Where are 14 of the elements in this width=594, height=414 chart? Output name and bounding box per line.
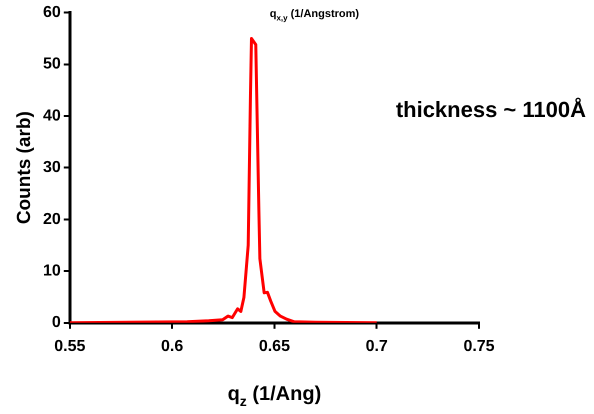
- y-tick-label: 10: [43, 262, 61, 280]
- y-tick-label: 0: [52, 314, 61, 332]
- x-tick-label: 0.55: [54, 338, 86, 355]
- y-tick-label: 50: [43, 56, 61, 73]
- x-tick-label: 0.75: [463, 338, 495, 355]
- x-tick-label: 0.65: [258, 338, 290, 355]
- y-tick-label: 20: [43, 210, 61, 228]
- x-tick-label: 0.7: [366, 338, 388, 355]
- y-tick-label: 30: [43, 159, 61, 176]
- annotation: thickness ~ 1100Å: [396, 97, 586, 122]
- x-tick-label: 0.6: [160, 338, 184, 355]
- y-axis-title: Counts (arb): [14, 111, 35, 224]
- y-tick-label: 40: [43, 107, 61, 124]
- y-tick-label: 60: [43, 4, 61, 22]
